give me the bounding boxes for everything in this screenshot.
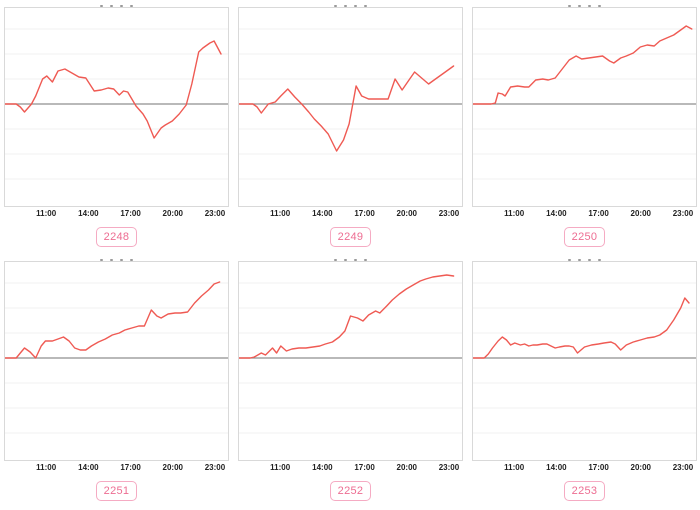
x-axis-ticks: 11:00 14:00 17:00 20:00 23:00 [238, 461, 463, 476]
clipped-title-fragment [472, 0, 697, 7]
price-line [239, 65, 455, 152]
chart-plot [238, 261, 463, 461]
badge-row: 2250 [472, 222, 697, 251]
sparkline-svg [5, 281, 228, 434]
x-axis-ticks: 11:00 14:00 17:00 20:00 23:00 [472, 461, 697, 476]
badge-row: 2251 [4, 476, 229, 505]
x-tick-label: 20:00 [630, 209, 651, 218]
x-axis-ticks: 11:00 14:00 17:00 20:00 23:00 [472, 207, 697, 222]
x-tick-label: 23:00 [204, 463, 226, 472]
chart-cell: 11:00 14:00 17:00 20:00 23:00 2249 [238, 0, 463, 251]
badge-row: 2252 [238, 476, 463, 505]
sparkline-svg [239, 274, 462, 434]
x-tick-label: 17:00 [120, 463, 141, 472]
chart-id-badge[interactable]: 2248 [95, 226, 138, 247]
x-tick-label: 14:00 [546, 463, 567, 472]
sparkline-svg [473, 282, 696, 434]
chart-id-badge[interactable]: 2250 [563, 226, 606, 247]
price-line [5, 40, 222, 139]
x-tick-label: 23:00 [438, 463, 460, 472]
x-tick-label: 17:00 [588, 209, 609, 218]
sparkline-svg [473, 25, 696, 180]
clipped-title-fragment [4, 0, 229, 7]
chart-cell: 11:00 14:00 17:00 20:00 23:00 2253 [472, 254, 697, 505]
x-tick-label: 14:00 [312, 463, 333, 472]
x-tick-label: 11:00 [504, 463, 525, 472]
chart-plot [238, 7, 463, 207]
chart-plot [4, 261, 229, 461]
x-tick-label: 14:00 [546, 209, 567, 218]
x-tick-label: 11:00 [270, 463, 291, 472]
x-axis-ticks: 11:00 14:00 17:00 20:00 23:00 [4, 461, 229, 476]
x-tick-label: 11:00 [36, 209, 57, 218]
x-tick-label: 20:00 [396, 463, 417, 472]
chart-plot [472, 7, 697, 207]
x-tick-label: 20:00 [162, 209, 183, 218]
clipped-title-fragment [472, 254, 697, 261]
x-tick-label: 23:00 [438, 209, 460, 218]
chart-id-badge[interactable]: 2249 [329, 226, 372, 247]
price-line [473, 297, 690, 359]
x-tick-label: 17:00 [354, 463, 375, 472]
sparkline-svg [239, 28, 462, 180]
x-tick-label: 23:00 [204, 209, 226, 218]
x-tick-label: 11:00 [270, 209, 291, 218]
chart-id-badge[interactable]: 2252 [329, 480, 372, 501]
x-tick-label: 17:00 [354, 209, 375, 218]
chart-cell: 11:00 14:00 17:00 20:00 23:00 2251 [4, 254, 229, 505]
x-tick-label: 14:00 [78, 463, 99, 472]
x-axis-ticks: 11:00 14:00 17:00 20:00 23:00 [238, 207, 463, 222]
clipped-title-fragment [238, 254, 463, 261]
chart-plot [4, 7, 229, 207]
badge-row: 2253 [472, 476, 697, 505]
badge-row: 2248 [4, 222, 229, 251]
price-line [5, 281, 221, 359]
chart-plot [472, 261, 697, 461]
chart-id-badge[interactable]: 2253 [563, 480, 606, 501]
clipped-title-fragment [4, 254, 229, 261]
price-line [239, 274, 455, 359]
x-tick-label: 11:00 [36, 463, 57, 472]
x-tick-label: 23:00 [672, 463, 694, 472]
x-tick-label: 17:00 [588, 463, 609, 472]
sparkline-svg [5, 28, 228, 180]
x-tick-label: 14:00 [312, 209, 333, 218]
x-tick-label: 11:00 [504, 209, 525, 218]
x-axis-ticks: 11:00 14:00 17:00 20:00 23:00 [4, 207, 229, 222]
chart-id-badge[interactable]: 2251 [95, 480, 138, 501]
x-tick-label: 20:00 [630, 463, 651, 472]
x-tick-label: 23:00 [672, 209, 694, 218]
clipped-title-fragment [238, 0, 463, 7]
price-line [473, 25, 693, 105]
x-tick-label: 20:00 [162, 463, 183, 472]
x-tick-label: 17:00 [120, 209, 141, 218]
badge-row: 2249 [238, 222, 463, 251]
x-tick-label: 14:00 [78, 209, 99, 218]
chart-cell: 11:00 14:00 17:00 20:00 23:00 2250 [472, 0, 697, 251]
chart-cell: 11:00 14:00 17:00 20:00 23:00 2248 [4, 0, 229, 251]
x-tick-label: 20:00 [396, 209, 417, 218]
chart-cell: 11:00 14:00 17:00 20:00 23:00 2252 [238, 254, 463, 505]
